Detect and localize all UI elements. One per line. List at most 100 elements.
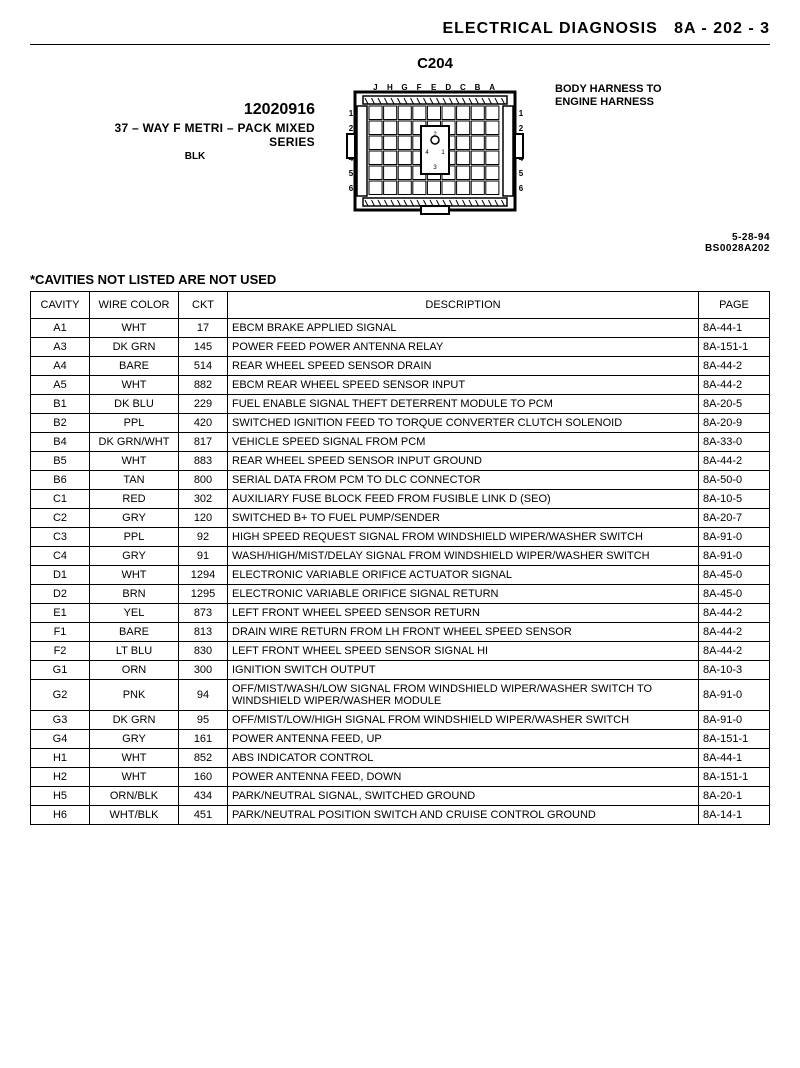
harness-text-1: BODY HARNESS TO	[555, 83, 725, 96]
table-cell: 8A-91-0	[699, 680, 770, 711]
table-cell: 873	[179, 604, 228, 623]
table-cell: 8A-10-3	[699, 661, 770, 680]
table-cell: D1	[31, 566, 90, 585]
table-cell: 8A-151-1	[699, 768, 770, 787]
table-cell: WHT	[90, 566, 179, 585]
table-cell: 8A-45-0	[699, 566, 770, 585]
svg-text:C: C	[460, 83, 466, 92]
harness-text-2: ENGINE HARNESS	[555, 96, 725, 109]
table-row: A5WHT882EBCM REAR WHEEL SPEED SENSOR INP…	[31, 376, 770, 395]
table-cell: A1	[31, 319, 90, 338]
table-cell: DK BLU	[90, 395, 179, 414]
doc-date-block: 5-28-94 BS0028A202	[30, 232, 770, 254]
table-row: G1ORN300IGNITION SWITCH OUTPUT8A-10-3	[31, 661, 770, 680]
table-cell: 8A-91-0	[699, 528, 770, 547]
connector-diagram-row: 12020916 37 – WAY F METRI – PACK MIXED S…	[30, 55, 770, 224]
table-cell: B6	[31, 471, 90, 490]
table-cell: 8A-20-1	[699, 787, 770, 806]
table-cell: 817	[179, 433, 228, 452]
svg-text:J: J	[373, 83, 377, 92]
table-cell: C1	[31, 490, 90, 509]
table-cell: A3	[31, 338, 90, 357]
table-cell: LT BLU	[90, 642, 179, 661]
table-cell: 302	[179, 490, 228, 509]
table-cell: LEFT FRONT WHEEL SPEED SENSOR SIGNAL HI	[228, 642, 699, 661]
table-cell: SERIAL DATA FROM PCM TO DLC CONNECTOR	[228, 471, 699, 490]
table-cell: 830	[179, 642, 228, 661]
table-cell: F1	[31, 623, 90, 642]
svg-text:E: E	[431, 83, 437, 92]
table-cell: 813	[179, 623, 228, 642]
table-row: H2WHT160POWER ANTENNA FEED, DOWN8A-151-1	[31, 768, 770, 787]
table-cell: DK GRN	[90, 711, 179, 730]
table-cell: H2	[31, 768, 90, 787]
table-cell: H1	[31, 749, 90, 768]
table-cell: YEL	[90, 604, 179, 623]
part-number: 12020916	[75, 101, 315, 119]
table-cell: AUXILIARY FUSE BLOCK FEED FROM FUSIBLE L…	[228, 490, 699, 509]
doc-code: BS0028A202	[30, 243, 770, 254]
table-cell: 8A-33-0	[699, 433, 770, 452]
table-row: D1WHT1294ELECTRONIC VARIABLE ORIFICE ACT…	[31, 566, 770, 585]
table-cell: B4	[31, 433, 90, 452]
table-cell: DRAIN WIRE RETURN FROM LH FRONT WHEEL SP…	[228, 623, 699, 642]
col-header-wire: WIRE COLOR	[90, 292, 179, 319]
table-cell: 8A-91-0	[699, 547, 770, 566]
table-cell: ELECTRONIC VARIABLE ORIFICE SIGNAL RETUR…	[228, 585, 699, 604]
table-cell: A4	[31, 357, 90, 376]
connector-id: C204	[325, 55, 545, 72]
table-header-row: CAVITY WIRE COLOR CKT DESCRIPTION PAGE	[31, 292, 770, 319]
table-cell: 145	[179, 338, 228, 357]
table-cell: POWER ANTENNA FEED, DOWN	[228, 768, 699, 787]
table-row: B1DK BLU229FUEL ENABLE SIGNAL THEFT DETE…	[31, 395, 770, 414]
table-cell: EBCM BRAKE APPLIED SIGNAL	[228, 319, 699, 338]
svg-text:B: B	[475, 83, 481, 92]
table-cell: LEFT FRONT WHEEL SPEED SENSOR RETURN	[228, 604, 699, 623]
table-cell: B1	[31, 395, 90, 414]
table-cell: TAN	[90, 471, 179, 490]
table-cell: POWER ANTENNA FEED, UP	[228, 730, 699, 749]
table-cell: 1295	[179, 585, 228, 604]
table-cell: 8A-151-1	[699, 338, 770, 357]
table-cell: 883	[179, 452, 228, 471]
table-cell: 1294	[179, 566, 228, 585]
table-cell: FUEL ENABLE SIGNAL THEFT DETERRENT MODUL…	[228, 395, 699, 414]
table-cell: EBCM REAR WHEEL SPEED SENSOR INPUT	[228, 376, 699, 395]
table-cell: 8A-44-2	[699, 642, 770, 661]
table-cell: GRY	[90, 730, 179, 749]
table-row: G2PNK94OFF/MIST/WASH/LOW SIGNAL FROM WIN…	[31, 680, 770, 711]
table-cell: 8A-44-2	[699, 376, 770, 395]
table-cell: G3	[31, 711, 90, 730]
table-cell: H6	[31, 806, 90, 825]
table-cell: GRY	[90, 509, 179, 528]
table-cell: HIGH SPEED REQUEST SIGNAL FROM WINDSHIEL…	[228, 528, 699, 547]
table-row: E1YEL873LEFT FRONT WHEEL SPEED SENSOR RE…	[31, 604, 770, 623]
table-cell: PPL	[90, 528, 179, 547]
table-cell: OFF/MIST/LOW/HIGH SIGNAL FROM WINDSHIELD…	[228, 711, 699, 730]
table-cell: G1	[31, 661, 90, 680]
svg-text:F: F	[417, 83, 422, 92]
table-cell: POWER FEED POWER ANTENNA RELAY	[228, 338, 699, 357]
table-cell: E1	[31, 604, 90, 623]
svg-text:G: G	[401, 83, 407, 92]
table-cell: 8A-45-0	[699, 585, 770, 604]
table-cell: ORN	[90, 661, 179, 680]
table-cell: 94	[179, 680, 228, 711]
table-cell: C2	[31, 509, 90, 528]
table-cell: G4	[31, 730, 90, 749]
table-cell: 882	[179, 376, 228, 395]
table-cell: 92	[179, 528, 228, 547]
table-cell: 8A-44-2	[699, 357, 770, 376]
table-cell: 451	[179, 806, 228, 825]
pinout-table: CAVITY WIRE COLOR CKT DESCRIPTION PAGE A…	[30, 291, 770, 825]
svg-text:5: 5	[349, 169, 354, 178]
table-cell: WHT	[90, 319, 179, 338]
table-cell: WHT	[90, 452, 179, 471]
table-cell: BARE	[90, 623, 179, 642]
table-cell: 8A-20-9	[699, 414, 770, 433]
table-cell: 852	[179, 749, 228, 768]
table-row: G3DK GRN95OFF/MIST/LOW/HIGH SIGNAL FROM …	[31, 711, 770, 730]
svg-text:2: 2	[349, 124, 354, 133]
svg-text:6: 6	[519, 184, 524, 193]
table-cell: 800	[179, 471, 228, 490]
